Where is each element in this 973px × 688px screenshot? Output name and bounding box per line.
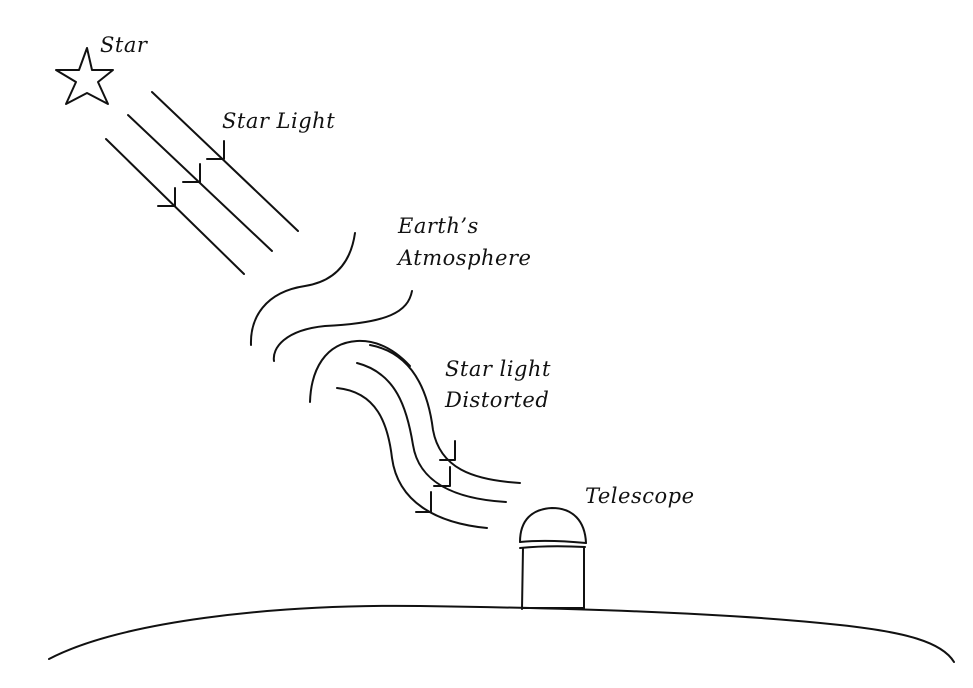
observatory-dome — [519, 507, 587, 544]
light-ray-1 — [151, 91, 299, 232]
distorted-light-rays — [336, 344, 521, 529]
building-left-wall — [521, 547, 524, 610]
star-light-rays — [105, 91, 299, 275]
star-label: Star — [100, 33, 149, 57]
star-icon — [55, 47, 114, 105]
telescope-label: Telescope — [585, 484, 695, 508]
atmosphere-wave-3 — [309, 339, 411, 403]
dome-base-bottom — [519, 545, 586, 549]
ray-arrow-1 — [206, 140, 225, 160]
distorted-arrow-2 — [433, 466, 451, 487]
distorted-arrow-1 — [439, 440, 456, 461]
distorted-arrow-3 — [415, 491, 432, 513]
distorted-ray-3 — [336, 387, 488, 529]
ray-arrow-2 — [182, 163, 201, 183]
atmosphere-wave-2 — [272, 290, 413, 362]
distorted-label-line2: Distorted — [444, 388, 549, 412]
observatory-dome-icon — [519, 507, 587, 610]
ray-arrow-3 — [157, 187, 176, 207]
dome-base-top — [519, 539, 587, 544]
atmosphere-waves — [249, 232, 413, 403]
star-light-label: Star Light — [222, 109, 335, 133]
distorted-ray-1 — [369, 344, 521, 484]
distorted-ray-2 — [356, 362, 507, 503]
earth-surface — [48, 604, 955, 663]
atmosphere-wave-1 — [249, 232, 356, 346]
atmosphere-label-line1: Earth’s — [397, 214, 479, 238]
atmosphere-label-line2: Atmosphere — [396, 246, 531, 270]
distorted-label-line1: Star light — [445, 357, 551, 381]
